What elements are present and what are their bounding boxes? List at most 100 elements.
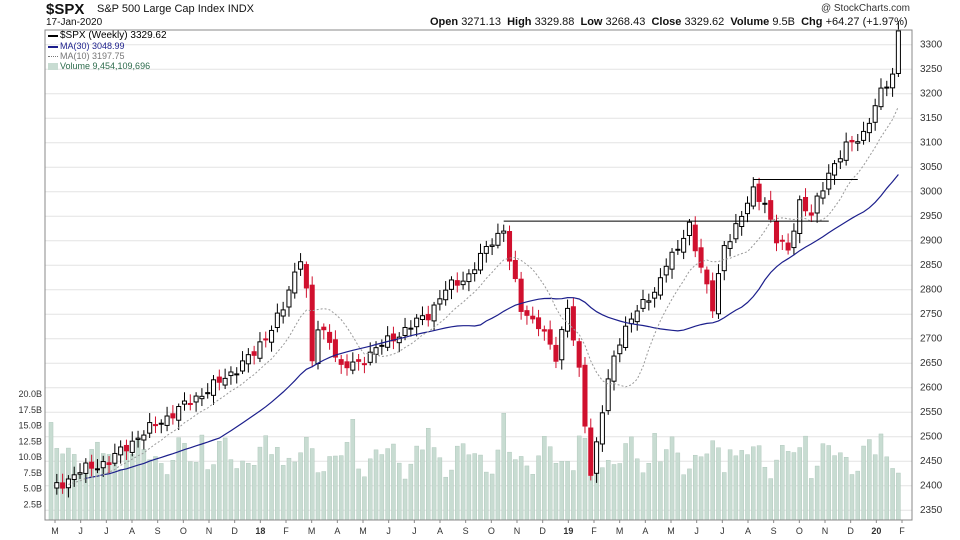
time-tick-label: M [667, 526, 675, 536]
candle-body [94, 468, 100, 471]
candle-body [292, 271, 298, 294]
legend-ma30-label: MA(30) 3048.99 [60, 41, 125, 51]
candle-body [60, 482, 66, 489]
volume-bar [373, 449, 379, 521]
candle-body [147, 422, 153, 434]
volume-label: Volume [730, 16, 770, 28]
candle-body [106, 462, 112, 466]
candle-body [269, 329, 275, 343]
volume-bar [455, 445, 460, 521]
volume-bar [211, 464, 216, 521]
candle-body [321, 326, 327, 331]
volume-bar [524, 465, 530, 521]
candle-body [646, 300, 652, 303]
candle-body [570, 306, 576, 341]
volume-bar [669, 436, 675, 521]
chart-date: 17-Jan-2020 [46, 17, 103, 28]
ohlc-readout: Open 3271.13 High 3329.88 Low 3268.43 Cl… [430, 16, 908, 28]
time-tick-label: A [745, 526, 751, 536]
candle-body [802, 197, 809, 212]
volume-bar [611, 464, 617, 521]
volume-bar [356, 468, 361, 521]
candle-body [280, 309, 286, 317]
candle-body [553, 344, 559, 362]
time-tick-label: S [463, 526, 469, 536]
volume-bar [338, 455, 344, 521]
volume-bar [391, 443, 396, 521]
candle-body [216, 376, 222, 383]
price-tick-label: 3250 [920, 64, 943, 75]
candle-body [327, 331, 333, 343]
volume-bar [518, 456, 524, 521]
volume-bar [246, 463, 251, 521]
volume-bar [484, 471, 489, 521]
ma10-line [68, 106, 899, 485]
volume-bar [634, 458, 640, 521]
candle-body [466, 273, 472, 283]
time-tick-label: F [283, 526, 289, 536]
candle-body [663, 265, 669, 276]
volume-bar [698, 456, 704, 521]
time-tick-label: N [514, 526, 521, 536]
resistance-lines [503, 178, 858, 222]
volume-bar [855, 470, 860, 521]
volume-bar [71, 454, 77, 521]
candle-body [245, 354, 251, 365]
time-tick-label: J [104, 526, 109, 536]
price-tick-label: 2550 [920, 407, 943, 418]
high-value: 3329.88 [534, 16, 575, 28]
volume-bar [878, 433, 884, 521]
volume-bar [681, 474, 686, 521]
price-tick-label: 3150 [920, 113, 943, 124]
symbol: $SPX [46, 1, 85, 18]
candle-body [524, 310, 530, 316]
candle-body [65, 478, 71, 489]
volume-bar [159, 463, 164, 521]
legend-volume: Volume 9,454,109,696 [48, 61, 167, 71]
volume-bar [600, 467, 605, 521]
volume-bar [803, 435, 808, 521]
price-tick-label: 3000 [920, 187, 943, 198]
close-label: Close [651, 16, 682, 28]
volume-bar [460, 443, 466, 521]
candle-body [861, 130, 867, 141]
volume-bar [565, 461, 570, 521]
price-tick-label: 2700 [920, 334, 943, 345]
candle-body [884, 86, 890, 89]
volume-bar [431, 447, 437, 521]
candle-body [379, 344, 385, 347]
volume-bar [251, 465, 257, 521]
close-value: 3329.62 [684, 16, 725, 28]
time-tick-label: N [822, 526, 829, 536]
volume-bar [832, 455, 837, 521]
volume-bar [495, 449, 501, 521]
volume-bar [710, 440, 715, 521]
candle-body [797, 199, 803, 234]
volume-bar [774, 459, 779, 521]
volume-bar [582, 438, 588, 521]
volume-bar [408, 463, 414, 521]
legend-ma10-swatch [48, 56, 58, 58]
candle-body [808, 212, 814, 216]
candle-body [419, 315, 425, 321]
volume-tick-label: 17.5B [18, 405, 42, 415]
candle-body [158, 422, 164, 425]
volume-bar [426, 427, 431, 521]
volume-bar [118, 468, 123, 521]
volume-bar [437, 457, 443, 521]
volume-bar [402, 478, 408, 521]
price-tick-label: 3300 [920, 40, 943, 51]
chg-value: +64.27 (+1.97%) [825, 16, 908, 28]
candle-body [495, 232, 501, 246]
volume-bar [576, 435, 582, 521]
candle-body [83, 462, 89, 474]
volume-bar [333, 455, 338, 521]
candle-body [408, 327, 414, 330]
candle-body [605, 378, 611, 412]
volume-bar [751, 446, 756, 521]
volume-bar [48, 422, 54, 521]
candle-body [715, 273, 721, 315]
volume-bar [843, 457, 849, 521]
volume-bar [826, 445, 831, 521]
candle-body [489, 244, 495, 247]
